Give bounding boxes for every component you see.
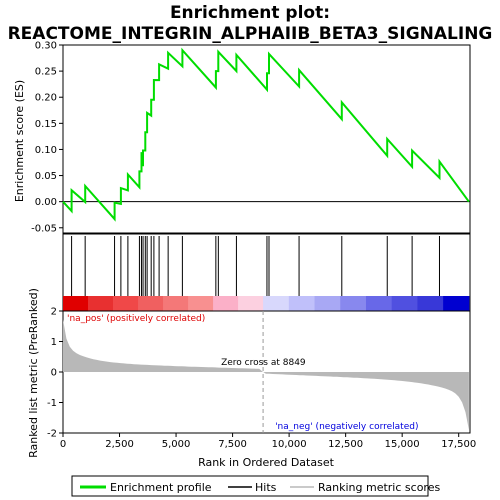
rank-colorbar-segment [88,296,114,311]
legend-label-enrichment: Enrichment profile [110,481,212,494]
metric-ytick-label: 1 [51,337,57,348]
rank-colorbar-segment [188,296,214,311]
legend: Enrichment profile Hits Ranking metric s… [71,475,440,497]
es-ytick-label: 0.25 [35,67,57,78]
x-tick-label: 10,000 [272,439,307,450]
rank-colorbar-segment [314,296,341,311]
chart-title-line2: REACTOME_INTEGRIN_ALPHAIIB_BETA3_SIGNALI… [8,24,493,44]
hits-panel [62,233,471,312]
es-ytick-label: 0.10 [35,145,57,156]
rank-colorbar-segment [263,296,290,311]
rank-colorbar-segment [113,296,139,311]
negative-correlation-label: 'na_neg' (negatively correlated) [275,422,418,432]
x-tick-label: 17,500 [441,439,476,450]
es-ytick-label: 0.05 [35,171,57,182]
es-ytick-label: -0.05 [31,223,57,234]
x-tick-label: 7,500 [218,439,247,450]
rank-colorbar-segment [213,296,239,311]
metric-ytick-label: -2 [47,429,57,440]
legend-label-metric: Ranking metric scores [318,481,440,494]
es-panel: -0.05 0.00 0.05 0.10 0.15 0.20 0.25 0.30 [31,41,471,234]
rank-colorbar-segment [238,296,264,311]
ranking-metric-area [63,319,469,430]
rank-colorbar-segment [443,296,470,311]
enrichment-profile-line [62,47,470,222]
zero-cross-label: Zero cross at 8849 [221,358,306,368]
rank-colorbar-segment [391,296,418,311]
rank-colorbar-segment [288,296,316,311]
x-tick-label: 2,500 [105,439,134,450]
x-tick-label: 15,000 [385,439,420,450]
legend-box [71,475,429,497]
rank-colorbar-segment [365,296,393,311]
positive-correlation-label: 'na_pos' (positively correlated) [67,314,205,324]
x-tick-label: 12,500 [328,439,363,450]
rank-colorbar-segment [417,296,444,311]
es-axis-label: Enrichment score (ES) [13,80,26,202]
rank-colorbar-segment [63,296,89,311]
es-ytick-label: 0.15 [35,119,57,130]
x-axis-label: Rank in Ordered Dataset [198,456,335,469]
x-tick-label: 5,000 [162,439,191,450]
rank-colorbar-segment [340,296,367,311]
es-ytick-label: 0.30 [35,41,57,52]
x-tick-label: 0 [60,439,66,450]
es-ytick-label: 0.00 [35,197,57,208]
metric-panel: 2 1 0 -1 -2 Zero cross at 8849 'na_pos' (posit… [47,307,471,440]
legend-label-hits: Hits [255,481,277,494]
rank-colorbar-segment [163,296,189,311]
metric-axis-label: Ranked list metric (PreRanked) [27,288,40,458]
metric-ytick-label: -1 [47,398,57,409]
es-ytick-label: 0.20 [35,93,57,104]
metric-ytick-label: 2 [51,307,57,318]
chart-title-line1: Enrichment plot: [170,3,330,23]
rank-colorbar-segment [138,296,164,311]
x-axis: 0 2,500 5,000 7,500 10,000 12,500 15,000 17,500 [60,433,476,450]
metric-ytick-label: 0 [51,368,57,379]
